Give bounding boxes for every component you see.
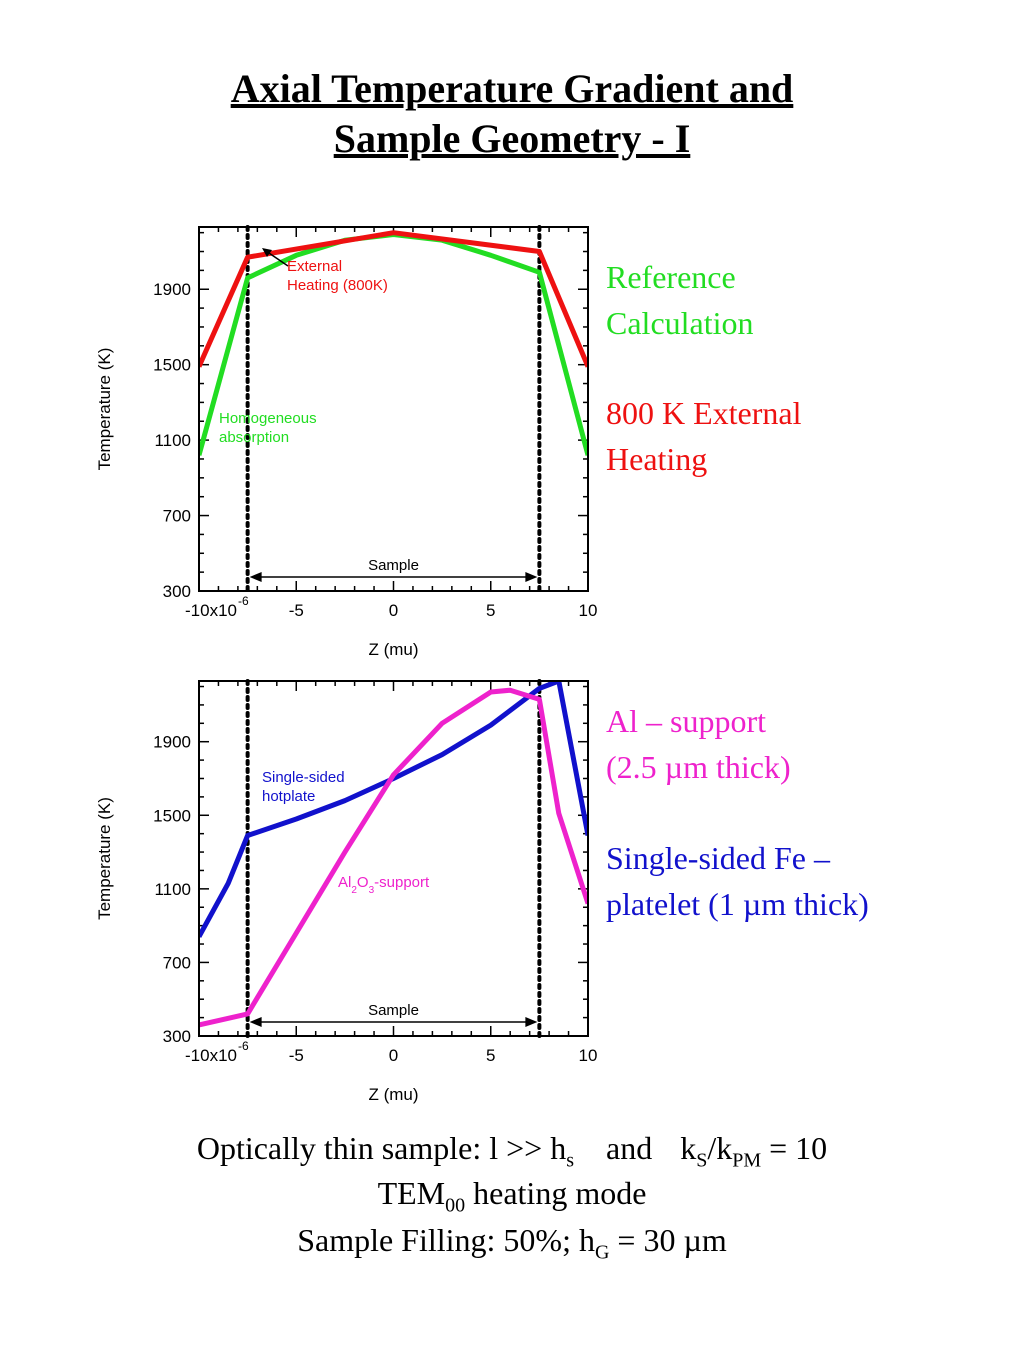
y-tick-label: 300 <box>163 582 191 601</box>
annotation-part: -support <box>374 874 430 891</box>
x-tick-label: 10 <box>579 1046 598 1065</box>
label-al-line-1: Al – support <box>606 703 766 739</box>
annotation-label-line-2: absorption <box>219 429 289 446</box>
plot-frame <box>198 226 589 592</box>
sample-arrow-head-right <box>525 1017 538 1027</box>
annotation-part: Al <box>338 874 351 891</box>
label-reference-calculation: Reference Calculation <box>606 254 754 346</box>
label-al-support: Al – support (2.5 µm thick) <box>606 698 791 790</box>
footer-text: heating mode <box>465 1175 647 1211</box>
footer-text: = 10 <box>761 1130 828 1166</box>
sample-arrow-head-left <box>249 1017 262 1027</box>
footer-text: Optically thin sample: l >> h <box>196 1130 567 1166</box>
y-axis-label: Temperature (K) <box>95 348 114 471</box>
sample-label: Sample <box>368 1002 419 1019</box>
annotation-part: 2 <box>351 885 357 896</box>
annotation-label: Al2O3-support <box>338 874 430 896</box>
series-line-red <box>199 230 588 368</box>
y-tick-label: 1100 <box>154 431 191 450</box>
label-external-line-2: Heating <box>606 441 708 477</box>
footer-sub: G <box>594 1241 610 1264</box>
y-tick-label: 300 <box>163 1027 191 1046</box>
footer-text: = 30 µm <box>609 1222 727 1258</box>
footer-text: and <box>606 1130 653 1166</box>
x-tick-label: 5 <box>486 1046 495 1065</box>
label-fe-platelet: Single-sided Fe – platelet (1 µm thick) <box>606 835 869 927</box>
plot-frame <box>198 680 589 1037</box>
label-reference-line-2: Calculation <box>606 305 754 341</box>
label-fe-line-2: platelet (1 µm thick) <box>606 886 869 922</box>
footer-line-2: TEM00 heating mode <box>0 1175 1024 1217</box>
y-tick-label: 700 <box>163 953 191 972</box>
footer-text: TEM <box>377 1175 446 1211</box>
footer-text: /k <box>707 1130 733 1166</box>
x-tick-label: -5 <box>289 601 304 620</box>
annotation-label-line-2: Heating (800K) <box>287 277 388 294</box>
chart-reference: Sample 300 700 1100 1500 1900 -10x10 -6 -5 0 5 10 Z … <box>95 225 598 659</box>
series-line-magenta <box>199 687 588 1028</box>
annotation-part: O <box>357 874 369 891</box>
y-tick-label: 1500 <box>153 356 191 375</box>
footer-sub: S <box>696 1149 708 1172</box>
x-axis-label: Z (mu) <box>368 1085 418 1104</box>
annotation-label-line-1: External <box>287 258 342 275</box>
x-tick-exponent: -6 <box>238 1039 249 1053</box>
title-line-2: Sample Geometry - I <box>333 116 691 161</box>
annotation-part: 3 <box>369 885 375 896</box>
x-tick-label: 0 <box>389 601 398 620</box>
label-fe-line-1: Single-sided Fe – <box>606 840 830 876</box>
label-external-heating: 800 K External Heating <box>606 390 802 482</box>
x-tick-label: 5 <box>486 601 495 620</box>
footer-sub: 00 <box>445 1194 466 1217</box>
x-axis-label: Z (mu) <box>368 640 418 659</box>
x-tick-label: 0 <box>389 1046 398 1065</box>
y-tick-label: 700 <box>163 507 191 526</box>
sample-arrow-head-right <box>525 572 538 582</box>
footer-text: k <box>680 1130 697 1166</box>
y-tick-label: 1500 <box>153 806 191 825</box>
footer-line-3: Sample Filling: 50%; hG = 30 µm <box>0 1222 1024 1264</box>
sample-arrow-head-left <box>249 572 262 582</box>
footer-line-1: Optically thin sample: l >> hs and kS/kPM… <box>0 1130 1024 1172</box>
sample-label: Sample <box>368 557 419 574</box>
annotation-label-line-2: hotplate <box>262 788 315 805</box>
annotation-arrow-line <box>265 250 289 267</box>
series-line-blue <box>199 681 588 938</box>
y-tick-label: 1900 <box>153 280 191 299</box>
footer-text: Sample Filling: 50%; h <box>297 1222 595 1258</box>
title-line-1: Axial Temperature Gradient and <box>230 66 794 111</box>
footer-sub: s <box>566 1149 574 1172</box>
annotation-label-line-1: Single-sided <box>262 769 345 786</box>
footer-sub: PM <box>732 1149 762 1172</box>
annotation-arrow-head <box>262 248 272 257</box>
y-tick-label: 1100 <box>154 880 191 899</box>
x-tick-label: 10 <box>579 601 598 620</box>
x-tick-label: -10x10 <box>185 1046 237 1065</box>
x-tick-exponent: -6 <box>238 594 249 608</box>
label-reference-line-1: Reference <box>606 259 736 295</box>
label-external-line-1: 800 K External <box>606 395 802 431</box>
x-tick-label: -5 <box>289 1046 304 1065</box>
annotation-label-line-1: Homogeneous <box>219 410 317 427</box>
y-tick-label: 1900 <box>153 733 191 752</box>
chart-support: Sample 300 700 1100 1500 1900 -10x10 -6 -5 0 5 10 Z … <box>95 679 598 1104</box>
y-axis-label: Temperature (K) <box>95 797 114 920</box>
x-tick-label: -10x10 <box>185 601 237 620</box>
page-title: Axial Temperature Gradient and Sample Ge… <box>0 64 1024 164</box>
label-al-line-2: (2.5 µm thick) <box>606 749 791 785</box>
